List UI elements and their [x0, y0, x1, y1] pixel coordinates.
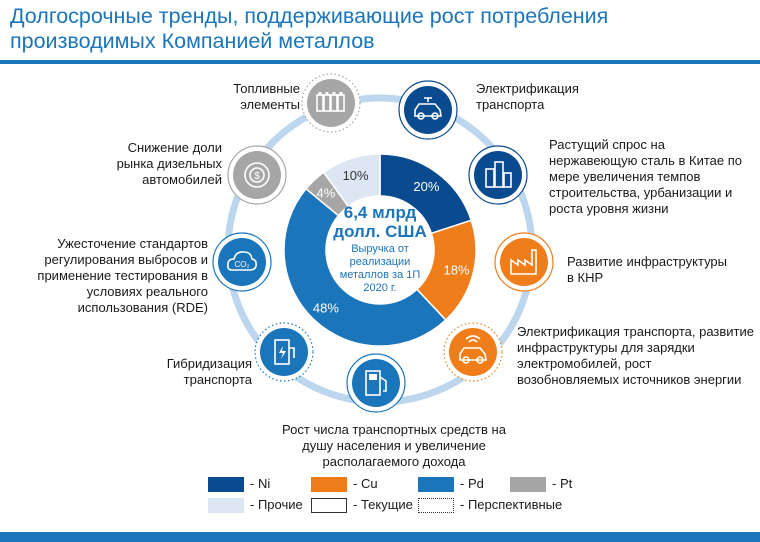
- buildings-icon: [468, 145, 528, 205]
- legend-swatch-prospective: [418, 497, 454, 513]
- trend-label-steel-china: Растущий спрос на нержавеющую сталь в Ки…: [549, 137, 743, 216]
- page-title: Долгосрочные тренды, поддерживающие рост…: [10, 4, 609, 53]
- donut-label-other: 10%: [343, 168, 369, 183]
- trend-label-ev: Электрификация транспорта: [476, 81, 579, 112]
- donut-hole: [326, 196, 434, 304]
- trend-label-hybrid: Гибридизация транспорта: [166, 356, 252, 387]
- trend-label-infra-china: Развитие инфраструктуры в КНР: [567, 254, 728, 285]
- legend-cu: - Cu: [311, 476, 378, 492]
- trend-icons: CO₂ $: [212, 73, 554, 413]
- donut-label-ni: 20%: [413, 179, 439, 194]
- trend-label-diesel: Снижение доли рынка дизельных автомобиле…: [116, 140, 222, 187]
- donut-label-pd: 48%: [313, 301, 339, 316]
- legend-swatch-pd: [418, 476, 454, 492]
- factory-icon: [494, 232, 554, 292]
- donut-label-pt: 4%: [317, 185, 336, 200]
- center-caption: Выручка от реализации металлов за 1П 202…: [339, 243, 421, 294]
- donut-label-cu: 18%: [444, 263, 470, 278]
- fuel-pump-icon: [346, 353, 406, 413]
- legend-pt: - Pt: [510, 476, 572, 492]
- title-underline: [0, 60, 760, 64]
- center-unit: долл. США: [333, 222, 427, 241]
- coin-icon: $: [227, 145, 287, 205]
- connected-car-icon: [443, 322, 503, 382]
- legend-prospective: - Перспективные: [418, 497, 562, 513]
- legend-swatch-current: [311, 497, 347, 513]
- center-amount: 6,4 млрд: [343, 203, 417, 222]
- legend-current: - Текущие: [311, 497, 413, 513]
- footer-band: [0, 532, 760, 542]
- legend-swatch-ni: [208, 476, 244, 492]
- co2-cloud-icon: CO₂: [212, 232, 272, 292]
- legend-other: - Прочие: [208, 497, 303, 513]
- battery-icon: [301, 73, 361, 133]
- charging-station-icon: [254, 322, 314, 382]
- trend-label-emissions: Ужесточение стандартов регулирования выб…: [37, 236, 208, 315]
- trend-label-ev-infra: Электрификация транспорта, развитие инфр…: [517, 324, 754, 387]
- legend-swatch-cu: [311, 476, 347, 492]
- trend-label-fuel-cells: Топливные элементы: [233, 81, 300, 112]
- svg-text:$: $: [254, 171, 260, 182]
- legend-ni: - Ni: [208, 476, 270, 492]
- legend-swatch-other: [208, 497, 244, 513]
- legend-pd: - Pd: [418, 476, 484, 492]
- svg-text:CO₂: CO₂: [234, 260, 249, 269]
- electric-car-icon: [398, 80, 458, 140]
- legend-swatch-pt: [510, 476, 546, 492]
- revenue-donut: 20% 18% 48% 4% 10%: [283, 153, 477, 347]
- trend-label-vehicles-per-capita: Рост числа транспортных средств на душу …: [282, 422, 506, 469]
